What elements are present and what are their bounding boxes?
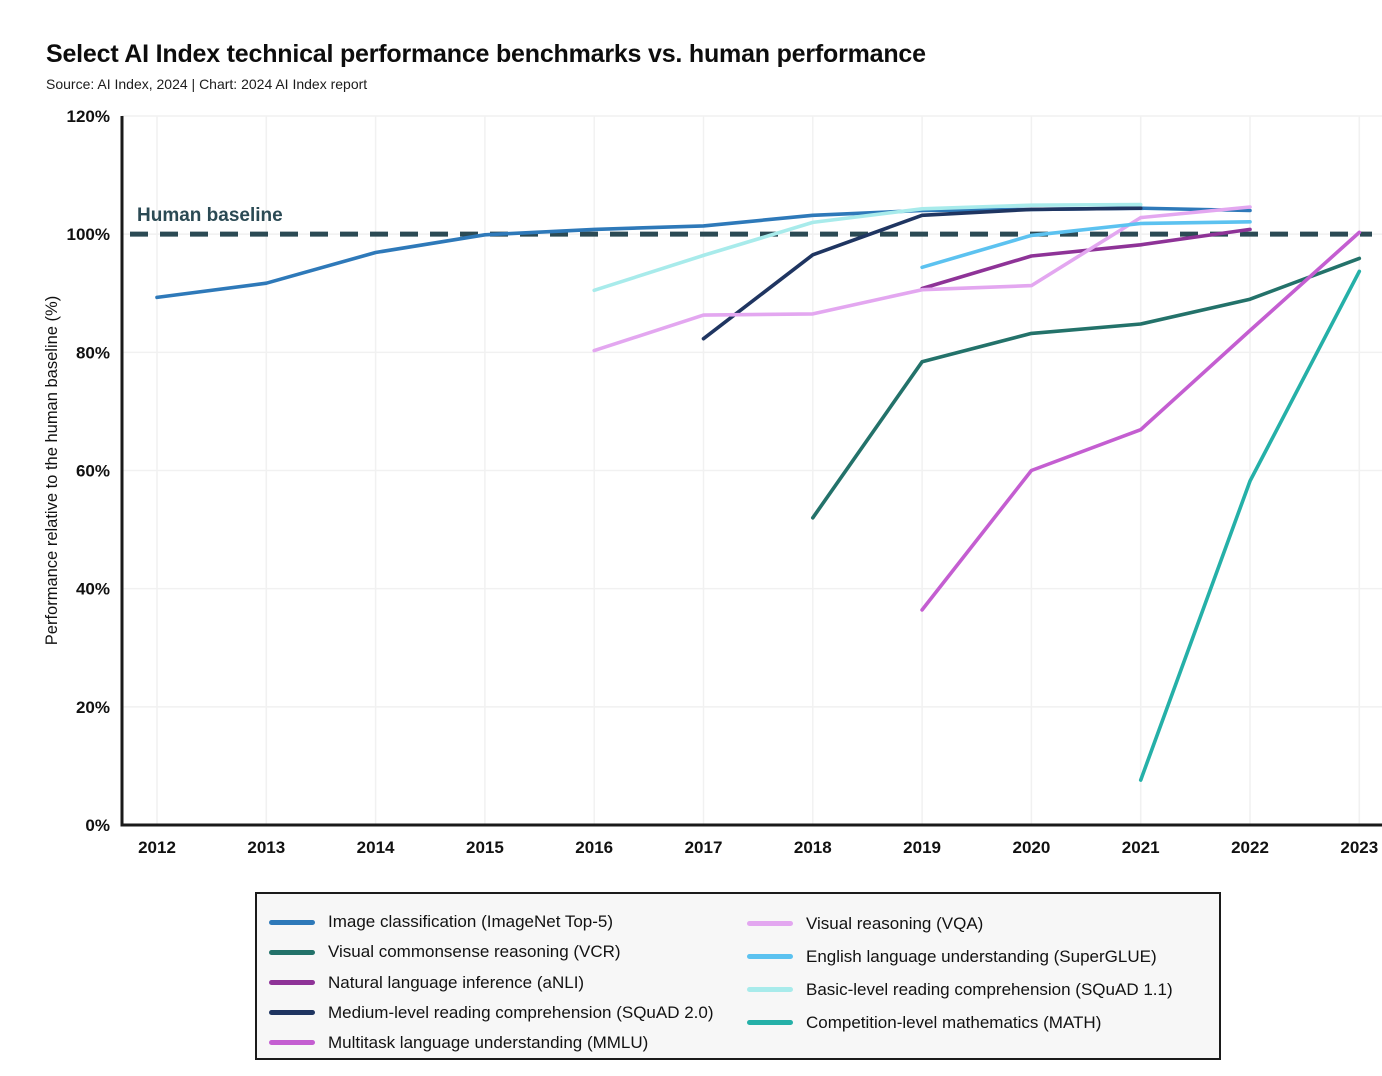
legend-item-english-language-understanding-superglue: English language understanding (SuperGLU…	[743, 940, 1213, 973]
legend-item-visual-reasoning-vqa: Visual reasoning (VQA)	[743, 907, 1213, 940]
chart-legend: Image classification (ImageNet Top-5) Vis…	[255, 892, 1221, 1060]
legend-label: Natural language inference (aNLI)	[328, 972, 585, 992]
series-line-english-language-understanding-superglue	[920, 220, 1252, 270]
x-tick-label: 2021	[1122, 838, 1160, 857]
series-line-visual-commonsense-reasoning-vcr	[810, 256, 1362, 520]
legend-swatch	[747, 1020, 793, 1025]
line-chart: Human baseline 0% 20% 40% 60% 80% 100% 120% 2012…	[43, 107, 1382, 857]
legend-label: Visual commonsense reasoning (VCR)	[328, 942, 621, 962]
legend-item-competition-level-mathematics-math: Competition-level mathematics (MATH)	[743, 1006, 1213, 1039]
x-tick-label: 2019	[903, 838, 941, 857]
y-tick-label: 120%	[67, 107, 110, 126]
series-line-medium-level-reading-comprehension-squad-2-0	[701, 206, 1143, 341]
x-tick-label: 2023	[1340, 838, 1378, 857]
legend-label: English language understanding (SuperGLU…	[806, 946, 1157, 966]
chart-source-caption: Source: AI Index, 2024 | Chart: 2024 AI …	[46, 76, 368, 92]
legend-swatch	[747, 954, 793, 959]
legend-column: Image classification (ImageNet Top-5) Vis…	[265, 907, 743, 1058]
series-line-competition-level-mathematics-math	[1138, 269, 1362, 782]
legend-item-image-classification-imagenet-top-5: Image classification (ImageNet Top-5)	[265, 907, 743, 937]
series-line-basic-level-reading-comprehension-squad-1-1	[592, 202, 1143, 293]
legend-label: Visual reasoning (VQA)	[806, 913, 984, 933]
legend-swatch	[269, 1040, 315, 1046]
x-tick-label: 2020	[1012, 838, 1050, 857]
y-tick-label: 40%	[76, 580, 110, 599]
y-axis-title: Performance relative to the human baseli…	[43, 296, 61, 645]
y-tick-label: 60%	[76, 462, 110, 481]
y-tick-label: 0%	[85, 816, 110, 835]
y-tick-label: 100%	[67, 225, 110, 244]
legend-swatch	[747, 921, 793, 926]
series-line-multitask-language-understanding-mmlu	[920, 230, 1362, 612]
y-tick-label: 20%	[76, 698, 110, 717]
x-tick-label: 2013	[247, 838, 285, 857]
x-tick-label: 2014	[357, 838, 395, 857]
legend-swatch	[269, 1010, 315, 1016]
legend-swatch	[269, 949, 315, 955]
human-baseline-label: Human baseline	[137, 205, 283, 226]
x-tick-label: 2017	[685, 838, 723, 857]
x-tick-label: 2012	[138, 838, 176, 857]
legend-label: Competition-level mathematics (MATH)	[806, 1012, 1102, 1032]
legend-swatch	[269, 980, 315, 985]
legend-swatch	[269, 919, 315, 925]
legend-column: Visual reasoning (VQA) English language u…	[743, 907, 1213, 1058]
legend-label: Basic-level reading comprehension (SQuAD…	[806, 979, 1173, 999]
legend-item-basic-level-reading-comprehension-squad-1-1: Basic-level reading comprehension (SQuAD…	[743, 973, 1213, 1006]
x-tick-label: 2018	[794, 838, 832, 857]
series-line-natural-language-inference-anli	[920, 227, 1252, 291]
legend-item-visual-commonsense-reasoning-vcr: Visual commonsense reasoning (VCR)	[265, 937, 743, 967]
y-tick-label: 80%	[76, 343, 110, 362]
page-title: Select AI Index technical performance be…	[46, 40, 926, 68]
series-line-visual-reasoning-vqa	[592, 205, 1252, 353]
legend-item-medium-level-reading-comprehension-squad-2-0: Medium-level reading comprehension (SQuA…	[265, 998, 743, 1028]
x-tick-label: 2016	[575, 838, 613, 857]
legend-swatch	[747, 987, 793, 992]
legend-label: Multitask language understanding (MMLU)	[328, 1032, 649, 1052]
legend-item-natural-language-inference-anli: Natural language inference (aNLI)	[265, 967, 743, 997]
legend-label: Image classification (ImageNet Top-5)	[328, 912, 614, 932]
x-tick-label: 2015	[466, 838, 504, 857]
legend-item-multitask-language-understanding-mmlu: Multitask language understanding (MMLU)	[265, 1028, 743, 1058]
legend-label: Medium-level reading comprehension (SQuA…	[328, 1002, 714, 1022]
x-tick-label: 2022	[1231, 838, 1269, 857]
